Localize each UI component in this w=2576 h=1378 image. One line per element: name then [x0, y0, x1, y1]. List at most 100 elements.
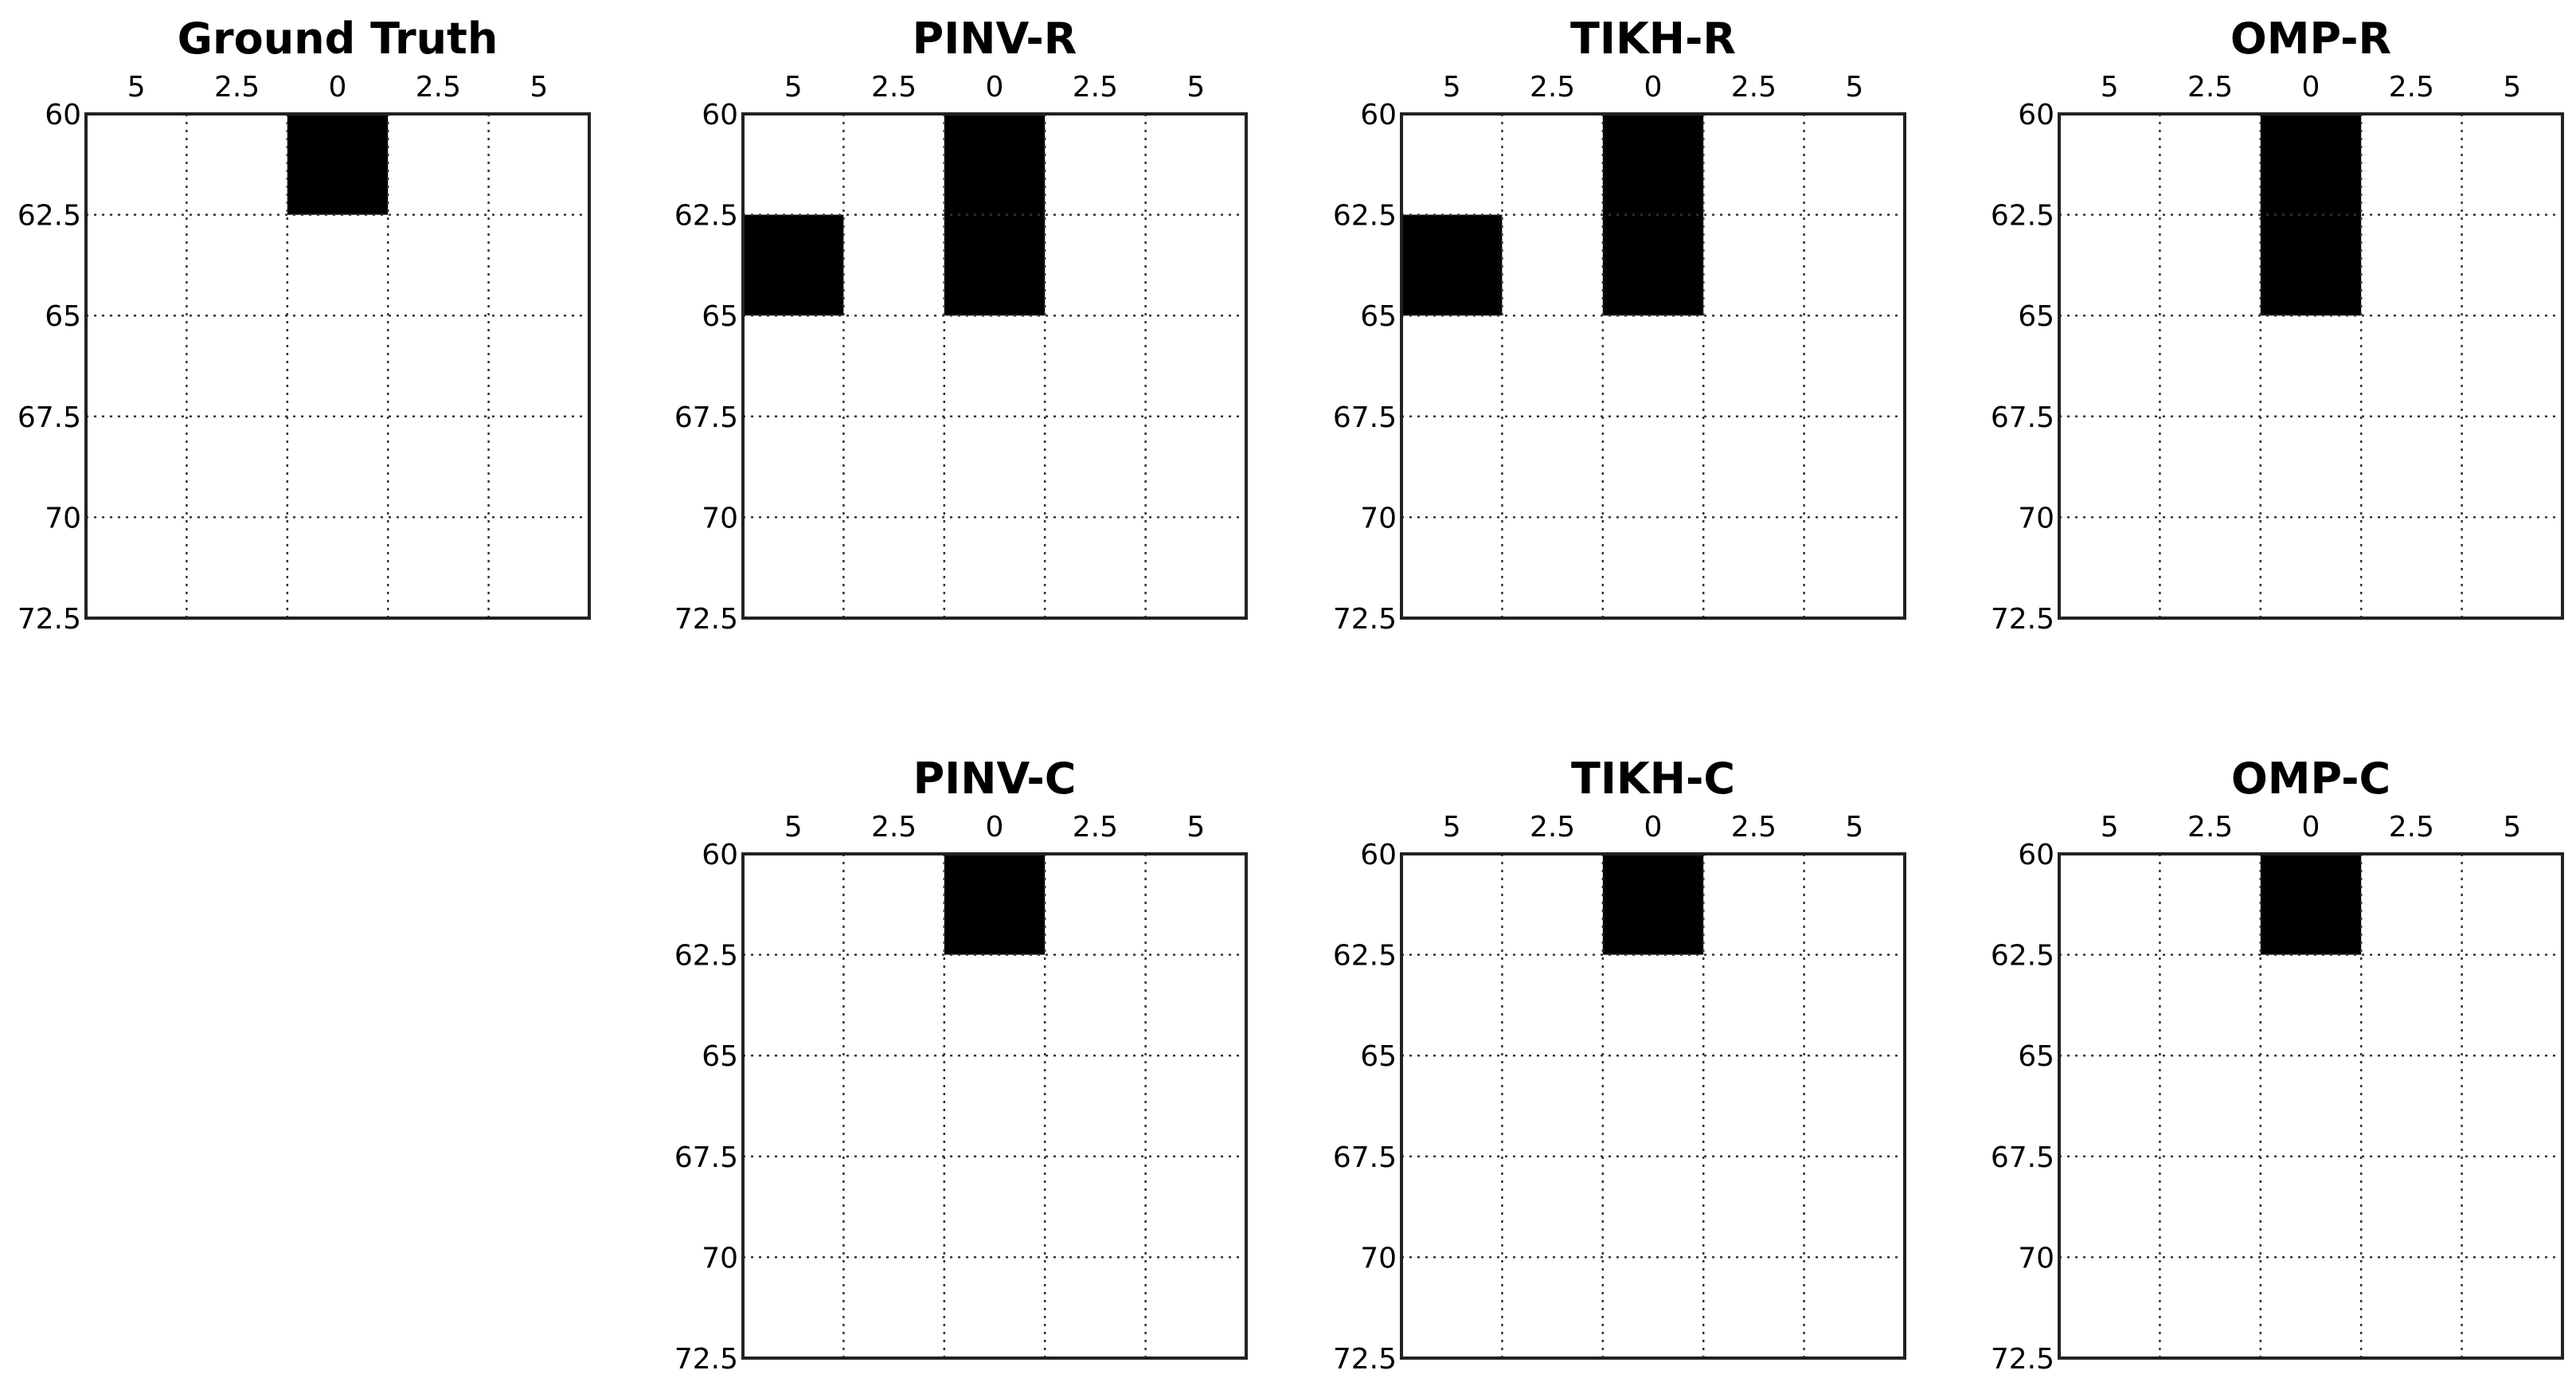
y-tick-label: 72.5: [18, 603, 81, 636]
x-tick-label: 2.5: [2389, 811, 2434, 844]
x-tick-label: 2.5: [416, 71, 461, 104]
x-tick-label: 0: [2302, 71, 2320, 104]
y-tick-label: 62.5: [1333, 200, 1397, 233]
chart-panel: PINV-C 5 2.5 0 2.5 5 60 62.5 65 67.5 70 72.5: [674, 754, 1248, 1376]
x-tick-label: 5: [1845, 71, 1863, 104]
x-tick-label: 5: [2503, 811, 2521, 844]
x-tick-label: 5: [1186, 71, 1205, 104]
plot-frame: [1400, 852, 1906, 1360]
y-tick-label: 65: [2018, 1040, 2054, 1073]
plot-frame: [2058, 112, 2564, 620]
y-tick-label: 60: [1360, 839, 1397, 871]
y-tick-label: 67.5: [1991, 1141, 2054, 1174]
chart-panel: PINV-R 5 2.5 0 2.5 5 60 62.5 65 67.5 70 72.5: [674, 14, 1248, 636]
x-tick-label: 2.5: [1530, 71, 1575, 104]
y-tick-label: 70: [702, 502, 738, 534]
x-tick-label: 5: [784, 71, 803, 104]
plot-frame: [1400, 112, 1906, 620]
panel-title: PINV-C: [913, 754, 1077, 804]
plot-frame: [84, 112, 591, 620]
y-tick-label: 60: [2018, 99, 2054, 131]
x-tick-label: 5: [530, 71, 548, 104]
panel-title: OMP-R: [2230, 14, 2391, 64]
heatmap-cell: [1602, 114, 1704, 316]
x-tick-label: 2.5: [871, 71, 917, 104]
panel-title: Ground Truth: [178, 14, 498, 64]
y-tick-label: 70: [2018, 502, 2054, 534]
chart-panel: TIKH-R 5 2.5 0 2.5 5 60 62.5 65 67.5 70 72.5: [1333, 14, 1906, 636]
y-tick-label: 70: [45, 502, 81, 534]
y-tick-label: 67.5: [1991, 401, 2054, 434]
x-tick-label: 5: [784, 811, 803, 844]
y-tick-label: 62.5: [1991, 940, 2054, 973]
y-tick-label: 60: [702, 99, 738, 131]
y-tick-label: 60: [702, 839, 738, 871]
y-tick-label: 65: [2018, 300, 2054, 333]
plot-frame: [2058, 852, 2564, 1360]
chart-panel: OMP-C 5 2.5 0 2.5 5 60 62.5 65 67.5 70 72.5: [1991, 754, 2564, 1376]
y-tick-label: 72.5: [1991, 603, 2054, 636]
chart-panel: Ground Truth 5 2.5 0 2.5 5 60 62.5 65 67.5 70 72.5: [18, 14, 591, 636]
y-tick-label: 62.5: [674, 940, 738, 973]
y-tick-label: 70: [2018, 1242, 2054, 1274]
x-tick-label: 0: [1644, 811, 1663, 844]
heatmap-cell: [287, 114, 389, 215]
y-tick-label: 72.5: [674, 603, 738, 636]
x-tick-label: 2.5: [1731, 71, 1777, 104]
x-tick-label: 2.5: [1731, 811, 1777, 844]
x-tick-label: 0: [986, 811, 1004, 844]
y-tick-label: 65: [702, 1040, 738, 1073]
y-tick-label: 65: [1360, 1040, 1397, 1073]
y-tick-label: 62.5: [1991, 200, 2054, 233]
heatmap-cell: [944, 854, 1046, 955]
x-tick-label: 0: [986, 71, 1004, 104]
y-tick-label: 65: [1360, 300, 1397, 333]
chart-panel: OMP-R 5 2.5 0 2.5 5 60 62.5 65 67.5 70 72.5: [1991, 14, 2564, 636]
y-tick-label: 62.5: [674, 200, 738, 233]
x-tick-label: 5: [1443, 71, 1461, 104]
y-tick-label: 67.5: [1333, 401, 1397, 434]
y-tick-label: 60: [45, 99, 81, 131]
y-tick-label: 60: [1360, 99, 1397, 131]
y-tick-label: 72.5: [1991, 1343, 2054, 1376]
x-tick-label: 5: [1845, 811, 1863, 844]
x-tick-label: 0: [329, 71, 347, 104]
x-tick-label: 5: [1443, 811, 1461, 844]
x-tick-label: 5: [2101, 71, 2119, 104]
y-tick-label: 67.5: [1333, 1141, 1397, 1174]
y-tick-label: 62.5: [1333, 940, 1397, 973]
heatmap-cell: [743, 214, 844, 316]
y-tick-label: 72.5: [674, 1343, 738, 1376]
x-tick-label: 0: [1644, 71, 1663, 104]
x-tick-label: 2.5: [871, 811, 917, 844]
y-tick-label: 70: [1360, 502, 1397, 534]
y-tick-label: 65: [45, 300, 81, 333]
panel-title: PINV-R: [913, 14, 1077, 64]
x-tick-label: 0: [2302, 811, 2320, 844]
y-tick-label: 67.5: [674, 401, 738, 434]
x-tick-label: 2.5: [1073, 811, 1118, 844]
x-tick-label: 5: [1186, 811, 1205, 844]
x-tick-label: 2.5: [1530, 811, 1575, 844]
x-tick-label: 5: [127, 71, 146, 104]
x-tick-label: 2.5: [2187, 71, 2233, 104]
heatmap-cell: [2260, 114, 2362, 316]
plot-frame: [741, 112, 1248, 620]
panel-title: TIKH-R: [1570, 14, 1736, 64]
y-tick-label: 72.5: [1333, 1343, 1397, 1376]
x-tick-label: 2.5: [1073, 71, 1118, 104]
y-tick-label: 65: [702, 300, 738, 333]
y-tick-label: 70: [1360, 1242, 1397, 1274]
x-tick-label: 2.5: [214, 71, 260, 104]
y-tick-label: 72.5: [1333, 603, 1397, 636]
heatmap-cell: [2260, 854, 2362, 955]
y-tick-label: 67.5: [18, 401, 81, 434]
heatmap-cell: [944, 114, 1046, 316]
heatmap-cell: [1401, 214, 1503, 316]
panel-title: OMP-C: [2231, 754, 2390, 804]
x-tick-label: 2.5: [2187, 811, 2233, 844]
x-tick-label: 5: [2503, 71, 2521, 104]
y-tick-label: 62.5: [18, 200, 81, 233]
chart-panel: TIKH-C 5 2.5 0 2.5 5 60 62.5 65 67.5 70 72.5: [1333, 754, 1906, 1376]
